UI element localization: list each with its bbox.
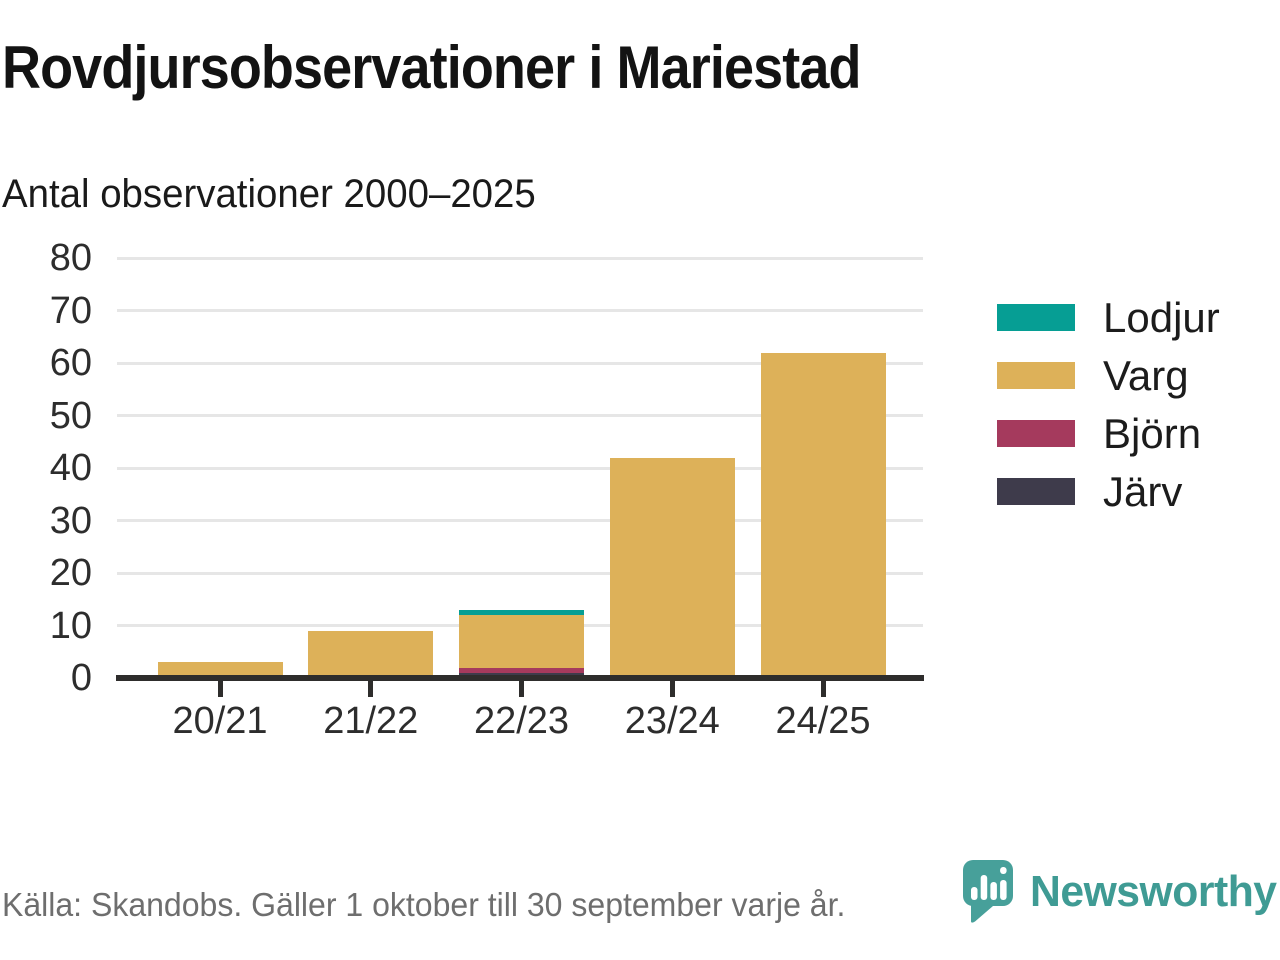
- x-tick-21/22: [368, 681, 374, 697]
- newsworthy-logo-icon: [963, 860, 1013, 923]
- bar-segment-varg-24/25: [760, 352, 886, 678]
- legend-item-järv: Järv: [997, 469, 1220, 514]
- legend-swatch-lodjur: [997, 304, 1075, 331]
- gridline-y-60: [117, 361, 923, 365]
- bar-segment-lodjur-22/23: [459, 609, 584, 615]
- legend-label-lodjur: Lodjur: [1103, 294, 1220, 341]
- plot-area: [116, 256, 924, 697]
- y-tick-label-40: 40: [49, 447, 92, 489]
- y-tick-label-50: 50: [49, 394, 92, 437]
- chart-subtitle: Antal observationer 2000–2025: [2, 172, 536, 216]
- x-tick-label-23/24: 23/24: [624, 700, 720, 742]
- brand: Newsworthy: [961, 858, 1280, 926]
- gridline-y-80: [117, 256, 923, 260]
- gridline-y-30: [117, 519, 923, 522]
- x-tick-label-21/22: 21/22: [323, 700, 419, 742]
- x-tick-24/25: [820, 681, 826, 697]
- x-tick-label-20/21: 20/21: [172, 700, 268, 742]
- x-tick-22/23: [519, 681, 524, 697]
- y-tick-label-70: 70: [49, 289, 92, 332]
- y-tick-label-0: 0: [70, 657, 92, 699]
- legend-swatch-järv: [997, 478, 1075, 505]
- bar-segment-varg-22/23: [459, 615, 584, 668]
- x-tick-23/24: [669, 681, 675, 697]
- brand-name: Newsworthy: [1030, 867, 1277, 916]
- legend-label-björn: Björn: [1103, 410, 1202, 457]
- legend-item-björn: Björn: [997, 411, 1220, 456]
- y-tick-label-60: 60: [49, 342, 92, 384]
- y-tick-label-30: 30: [49, 499, 92, 542]
- x-tick-20/21: [217, 681, 223, 697]
- y-tick-label-80: 80: [49, 237, 92, 279]
- y-tick-label-10: 10: [49, 604, 92, 647]
- x-axis-labels: 20/21 21/22 22/23 23/24 24/25: [117, 700, 923, 748]
- x-tick-label-24/25: 24/25: [775, 700, 871, 742]
- bar-segment-varg-20/21: [157, 662, 283, 678]
- source-text: Källa: Skandobs. Gäller 1 oktober till 3…: [2, 886, 846, 923]
- legend-label-varg: Varg: [1103, 352, 1189, 399]
- legend-swatch-björn: [997, 420, 1075, 447]
- legend-swatch-varg: [997, 362, 1075, 389]
- gridline-y-40: [117, 466, 923, 470]
- page-title: Rovdjursobservationer i Mariestad: [2, 34, 861, 101]
- y-tick-label-20: 20: [49, 552, 92, 594]
- bar-segment-varg-21/22: [308, 630, 434, 678]
- legend-item-lodjur: Lodjur: [997, 295, 1220, 340]
- y-axis-labels: 0 10 20 30 40 50 60 70 80: [0, 237, 92, 699]
- bar-segment-varg-23/24: [609, 457, 735, 678]
- legend-item-varg: Varg: [997, 353, 1220, 398]
- legend-label-järv: Järv: [1103, 468, 1183, 515]
- gridline-y-20: [117, 571, 923, 575]
- bar-segment-björn-22/23: [459, 667, 584, 673]
- gridline-y-70: [117, 309, 923, 312]
- x-tick-label-22/23: 22/23: [473, 700, 570, 742]
- legend: Lodjur Varg Björn Järv: [997, 295, 1220, 527]
- x-axis-line: [116, 675, 924, 681]
- gridline-y-50: [117, 414, 923, 417]
